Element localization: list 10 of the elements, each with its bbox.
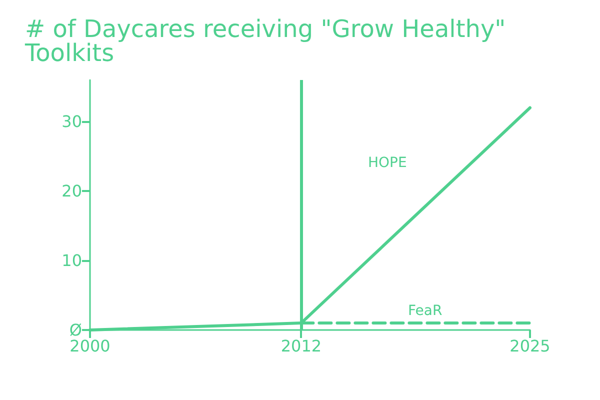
text: HOPE: [368, 154, 407, 171]
series-label: FeaR: [408, 303, 442, 320]
chart-title: # of Daycares receiving "Grow Healthy" Toolkits: [24, 15, 514, 67]
x-tick-label: 2012: [280, 336, 322, 356]
x-tick-label: 2000: [70, 336, 110, 356]
y-tick-label: 30: [62, 112, 82, 132]
y-tick-label: 10: [62, 251, 82, 270]
y-tick-label: 20: [62, 182, 82, 201]
y-tick-label: Ø: [69, 320, 82, 340]
x-tick-label: 2025: [510, 336, 550, 356]
